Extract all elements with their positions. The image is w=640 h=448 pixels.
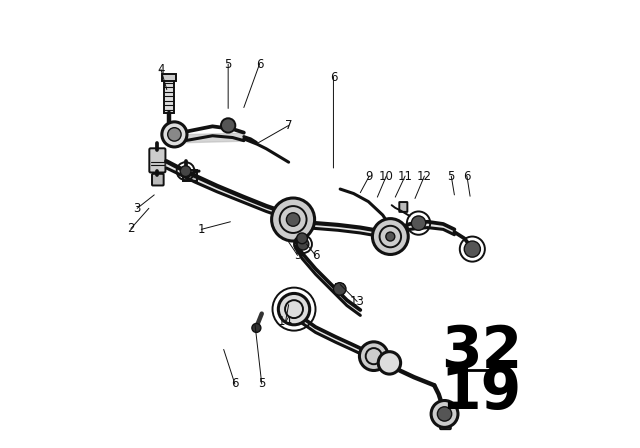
Text: 2: 2: [127, 222, 134, 235]
FancyBboxPatch shape: [163, 74, 176, 81]
Circle shape: [378, 352, 401, 374]
Circle shape: [431, 401, 458, 427]
FancyBboxPatch shape: [440, 415, 451, 429]
Text: 14: 14: [278, 315, 293, 328]
FancyBboxPatch shape: [149, 148, 165, 172]
Text: 6: 6: [231, 377, 239, 391]
FancyBboxPatch shape: [164, 79, 174, 113]
Circle shape: [333, 283, 346, 295]
Text: 5: 5: [294, 249, 301, 262]
Polygon shape: [392, 222, 454, 237]
Circle shape: [360, 342, 388, 370]
Polygon shape: [298, 222, 392, 239]
Text: 7: 7: [285, 119, 292, 132]
FancyBboxPatch shape: [183, 170, 196, 181]
Text: 6: 6: [256, 57, 263, 71]
Circle shape: [271, 198, 315, 241]
Circle shape: [297, 233, 307, 244]
Text: 6: 6: [312, 249, 319, 262]
Text: 9: 9: [365, 169, 373, 183]
Text: 11: 11: [397, 169, 413, 183]
Circle shape: [437, 407, 452, 421]
Text: 6: 6: [463, 169, 470, 183]
Text: 32: 32: [441, 323, 522, 380]
Text: 10: 10: [379, 169, 394, 183]
Circle shape: [287, 213, 300, 226]
Text: 5: 5: [258, 377, 266, 391]
Circle shape: [372, 219, 408, 254]
Circle shape: [221, 118, 236, 133]
Circle shape: [168, 128, 181, 141]
Circle shape: [386, 232, 395, 241]
Circle shape: [162, 122, 187, 147]
Circle shape: [278, 293, 310, 325]
Circle shape: [297, 238, 309, 250]
Text: 4: 4: [157, 63, 164, 76]
Circle shape: [252, 323, 261, 332]
FancyBboxPatch shape: [152, 174, 164, 185]
Text: 5: 5: [447, 169, 455, 183]
Text: 6: 6: [330, 70, 337, 84]
Text: 19: 19: [441, 363, 522, 421]
Text: 12: 12: [417, 169, 432, 183]
Text: 13: 13: [349, 295, 365, 308]
Text: 5: 5: [225, 57, 232, 71]
Polygon shape: [296, 241, 360, 315]
Text: 1: 1: [198, 223, 205, 236]
FancyBboxPatch shape: [399, 202, 408, 212]
Circle shape: [464, 241, 481, 257]
Polygon shape: [166, 161, 282, 217]
Polygon shape: [300, 316, 376, 360]
Circle shape: [180, 166, 191, 177]
Text: 3: 3: [134, 202, 141, 215]
Circle shape: [412, 216, 426, 230]
FancyBboxPatch shape: [336, 284, 343, 294]
